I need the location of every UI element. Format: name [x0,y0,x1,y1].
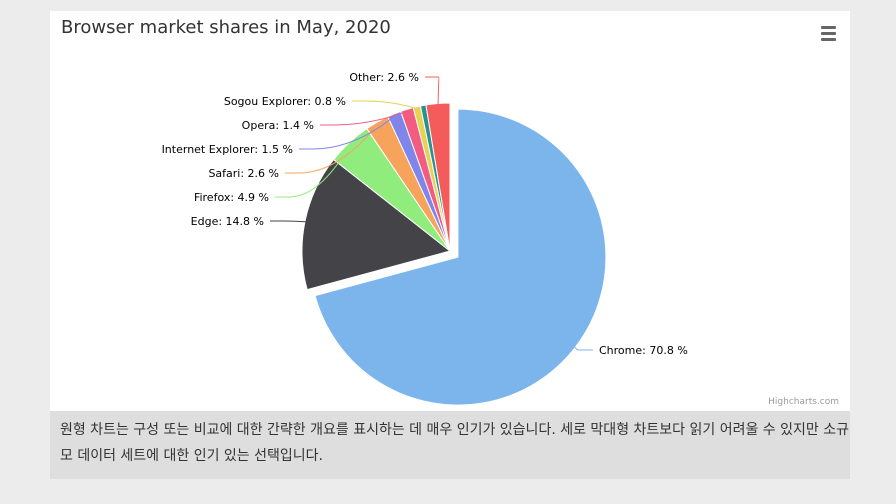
chart-caption: 원형 차트는 구성 또는 비교에 대한 간략한 개요를 표시하는 데 매우 인기… [50,411,850,479]
data-label-safari: Safari: 2.6 % [208,167,279,180]
connector-edge [270,220,307,223]
pie-chart: Chrome: 70.8 % Edge: 14.8 % Firefox: 4.9 %… [162,71,688,406]
hamburger-menu-icon[interactable] [818,24,840,42]
data-label-firefox: Firefox: 4.9 % [194,191,269,204]
data-label-sogou-explorer: Sogou Explorer: 0.8 % [224,95,346,108]
connector-safari [285,123,379,174]
chart-title: Browser market shares in May, 2020 [61,17,391,38]
connector-chrome [573,345,593,351]
pie-slice-chrome[interactable] [314,108,607,406]
caption-text: 원형 차트는 구성 또는 비교에 대한 간략한 개요를 표시하는 데 매우 인기… [60,422,849,464]
data-label-opera: Opera: 1.4 % [242,119,314,132]
connector-sogou-explorer [352,100,418,110]
data-label-other: Other: 2.6 % [349,71,419,84]
data-label-chrome: Chrome: 70.8 % [599,344,688,357]
chart-container: Browser market shares in May, 2020 Chrom… [50,11,850,479]
connector-other [425,76,440,106]
credits-link[interactable]: Highcharts.com [768,397,839,407]
data-label-internet-explorer: Internet Explorer: 1.5 % [162,143,293,156]
connector-opera [320,110,408,126]
data-label-edge: Edge: 14.8 % [191,215,264,228]
connector-firefox [275,144,351,198]
connector-internet-explorer [299,115,396,150]
